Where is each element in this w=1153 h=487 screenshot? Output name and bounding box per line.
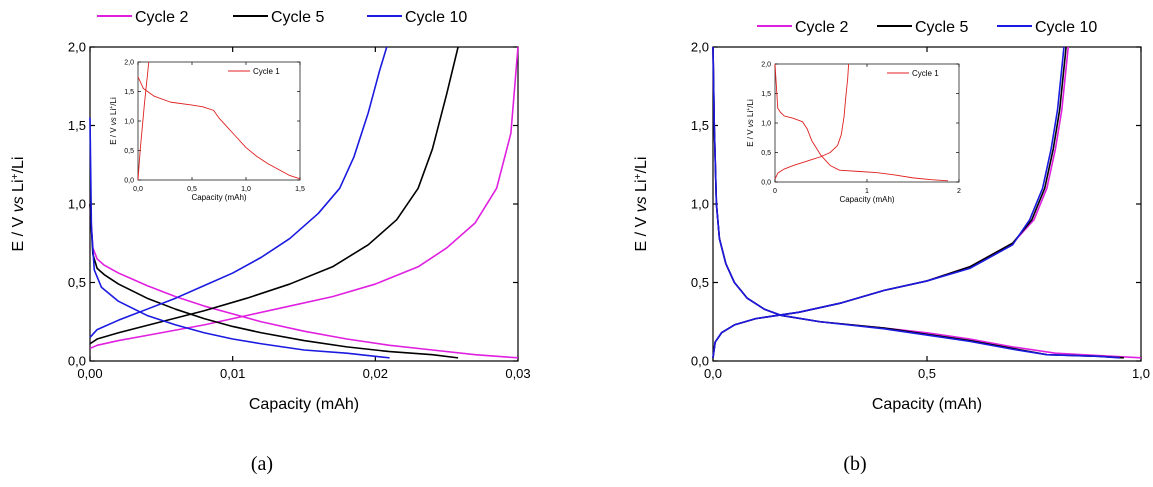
- panel-caption: (b): [843, 453, 866, 475]
- inset-y-axis-label: E / V vs Li+/Li: [109, 97, 118, 145]
- inset-ytick-label: 0,0: [124, 178, 134, 185]
- inset-frame: [137, 61, 301, 181]
- inset-xtick-label: 0: [773, 188, 777, 195]
- inset-frame: [774, 63, 960, 183]
- series-cycle-2-charge: [89, 46, 519, 350]
- inset-xtick-label: 2: [957, 188, 961, 195]
- xtick-label: 1,0: [1132, 366, 1150, 381]
- inset-xtick-label: 1: [865, 188, 869, 195]
- x-axis-label: Capacity (mAh): [872, 396, 982, 413]
- ylabel-post: /Li: [10, 156, 27, 173]
- inset-ytick-label: 1,5: [124, 89, 134, 96]
- inset-xtick-label: 1,0: [241, 186, 251, 193]
- xtick-label: 0,0: [704, 366, 722, 381]
- inset-ytick-label: 2,0: [124, 60, 134, 67]
- xtick-label: 0,5: [918, 366, 936, 381]
- ylabel-vs: vs: [109, 117, 118, 125]
- series-cycle-5-discharge: [89, 203, 459, 359]
- legend-label: Cycle 10: [1035, 19, 1097, 36]
- ylabel-pre: E / V: [109, 125, 118, 145]
- x-axis-label: Capacity (mAh): [249, 396, 359, 413]
- ytick-label: 2,0: [691, 40, 709, 55]
- legend-entry-cycle-2: Cycle 2: [97, 9, 188, 26]
- series-cycle-5-charge: [89, 46, 459, 345]
- inset-legend-label: Cycle 1: [253, 67, 280, 76]
- y-axis-label: E / V vs Li+/Li: [10, 156, 28, 251]
- ylabel-sup: +: [633, 173, 644, 179]
- ylabel-pre: E / V: [746, 127, 755, 147]
- legend-label: Cycle 5: [271, 9, 324, 26]
- ytick-label: 1,5: [68, 118, 86, 133]
- ylabel-vs: vs: [746, 119, 755, 127]
- inset-chart: 0 1 2 0,0 0,5 1,0 1,5 2,0 Capacity (mAh) E / V vs…: [746, 62, 961, 204]
- inset-legend-entry-cycle-1: Cycle 1: [887, 69, 939, 78]
- series-cycle-10-discharge: [89, 117, 390, 359]
- ylabel-sup: +: [10, 173, 21, 179]
- inset-legend-entry-cycle-1: Cycle 1: [228, 67, 280, 76]
- inset-x-axis-label: Capacity (mAh): [191, 193, 246, 202]
- ylabel-pre: E / V: [10, 212, 27, 251]
- ytick-label: 1,0: [691, 197, 709, 212]
- legend-label: Cycle 10: [405, 9, 467, 26]
- ylabel-li: Li: [10, 179, 27, 196]
- ytick-label: 0,0: [691, 354, 709, 369]
- legend-entry-cycle-10: Cycle 10: [997, 19, 1097, 36]
- ytick-label: 2,0: [68, 40, 86, 55]
- legend-entry-cycle-5: Cycle 5: [877, 19, 968, 36]
- inset-legend-label: Cycle 1: [912, 69, 939, 78]
- ylabel-post: /Li: [746, 99, 755, 108]
- inset-ytick-label: 1,0: [124, 119, 134, 126]
- series-cycle-10-charge: [712, 46, 1065, 358]
- ytick-label: 0,5: [691, 275, 709, 290]
- inset-series-cycle-1-charge: [774, 63, 850, 180]
- inset-ytick-label: 0,5: [761, 150, 771, 157]
- legend-entry-cycle-5: Cycle 5: [233, 9, 324, 26]
- legend-label: Cycle 2: [795, 19, 848, 36]
- panel-b: 0,0 0,5 1,0 0,0 0,5 1,0 1,5 2,0 Capacity (mAh) E …: [633, 19, 1151, 475]
- inset-series-cycle-1-charge: [137, 61, 150, 181]
- xtick-label: 0,00: [77, 366, 102, 381]
- legend-label: Cycle 5: [915, 19, 968, 36]
- ylabel-sup: +: [109, 106, 115, 109]
- ytick-label: 1,0: [68, 197, 86, 212]
- inset-ytick-label: 0,5: [124, 148, 134, 155]
- inset-y-axis-label: E / V vs Li+/Li: [746, 99, 755, 147]
- inset-chart: 0,0 0,5 1,0 1,5 0,0 0,5 1,0 1,5 2,0 Capacity (mAh…: [109, 60, 305, 202]
- xtick-label: 0,02: [363, 366, 388, 381]
- legend-entry-cycle-2: Cycle 2: [757, 19, 848, 36]
- ylabel-vs: vs: [633, 196, 650, 212]
- panel-a: 0,00 0,01 0,02 0,03 0,0 0,5 1,0 1,5 2,0 Capacity …: [10, 9, 531, 475]
- inset-ytick-label: 0,0: [761, 180, 771, 187]
- ylabel-li: Li: [746, 111, 755, 120]
- inset-x-axis-label: Capacity (mAh): [839, 195, 894, 204]
- ylabel-sup: +: [746, 108, 752, 111]
- ylabel-post: /Li: [109, 97, 118, 106]
- xtick-label: 0,01: [220, 366, 245, 381]
- inset-xtick-label: 0,0: [133, 186, 143, 193]
- ytick-label: 0,5: [68, 275, 86, 290]
- inset-series-cycle-1-discharge: [774, 63, 948, 182]
- panel-caption: (a): [251, 453, 273, 475]
- series-cycle-2-discharge: [89, 203, 519, 359]
- inset-ytick-label: 1,5: [761, 91, 771, 98]
- ylabel-li: Li: [109, 109, 118, 118]
- ytick-label: 1,5: [691, 118, 709, 133]
- inset-xtick-label: 0,5: [187, 186, 197, 193]
- ylabel-li: Li: [633, 179, 650, 196]
- legend-label: Cycle 2: [135, 9, 188, 26]
- legend-entry-cycle-10: Cycle 10: [367, 9, 467, 26]
- inset-xtick-label: 1,5: [295, 186, 305, 193]
- inset-ytick-label: 1,0: [761, 121, 771, 128]
- xtick-label: 0,03: [505, 366, 530, 381]
- ytick-label: 0,0: [68, 354, 86, 369]
- inset-series-cycle-1-discharge: [137, 76, 301, 180]
- ylabel-vs: vs: [10, 196, 27, 212]
- series-cycle-10-charge: [89, 46, 388, 338]
- y-axis-label: E / V vs Li+/Li: [633, 156, 651, 251]
- inset-ytick-label: 2,0: [761, 62, 771, 69]
- ylabel-post: /Li: [633, 156, 650, 173]
- ylabel-pre: E / V: [633, 212, 650, 251]
